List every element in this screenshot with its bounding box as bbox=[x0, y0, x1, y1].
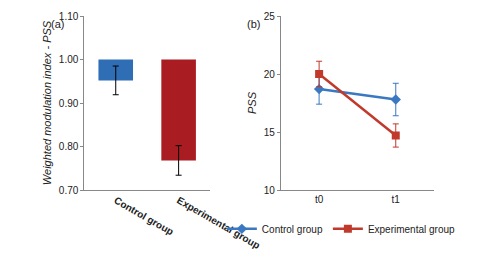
svg-text:0.70: 0.70 bbox=[59, 185, 79, 196]
svg-text:Control group: Control group bbox=[262, 224, 323, 235]
svg-text:10: 10 bbox=[264, 185, 276, 196]
svg-text:PSS: PSS bbox=[246, 91, 258, 114]
svg-text:t0: t0 bbox=[315, 194, 324, 205]
svg-text:1.10: 1.10 bbox=[59, 11, 79, 22]
svg-text:(a): (a) bbox=[51, 18, 64, 30]
svg-text:Experimental group: Experimental group bbox=[368, 224, 455, 235]
svg-text:(b): (b) bbox=[247, 18, 260, 30]
svg-text:t1: t1 bbox=[392, 194, 401, 205]
svg-text:15: 15 bbox=[264, 127, 276, 138]
svg-text:Experimental group: Experimental group bbox=[175, 195, 262, 251]
svg-text:1.00: 1.00 bbox=[59, 54, 79, 65]
svg-text:0.80: 0.80 bbox=[59, 141, 79, 152]
svg-text:20: 20 bbox=[264, 69, 276, 80]
svg-text:Control group: Control group bbox=[112, 195, 175, 238]
svg-text:Weighted modulation index - PS: Weighted modulation index - PSS bbox=[41, 20, 53, 185]
svg-text:25: 25 bbox=[264, 11, 276, 22]
svg-text:0.90: 0.90 bbox=[59, 98, 79, 109]
